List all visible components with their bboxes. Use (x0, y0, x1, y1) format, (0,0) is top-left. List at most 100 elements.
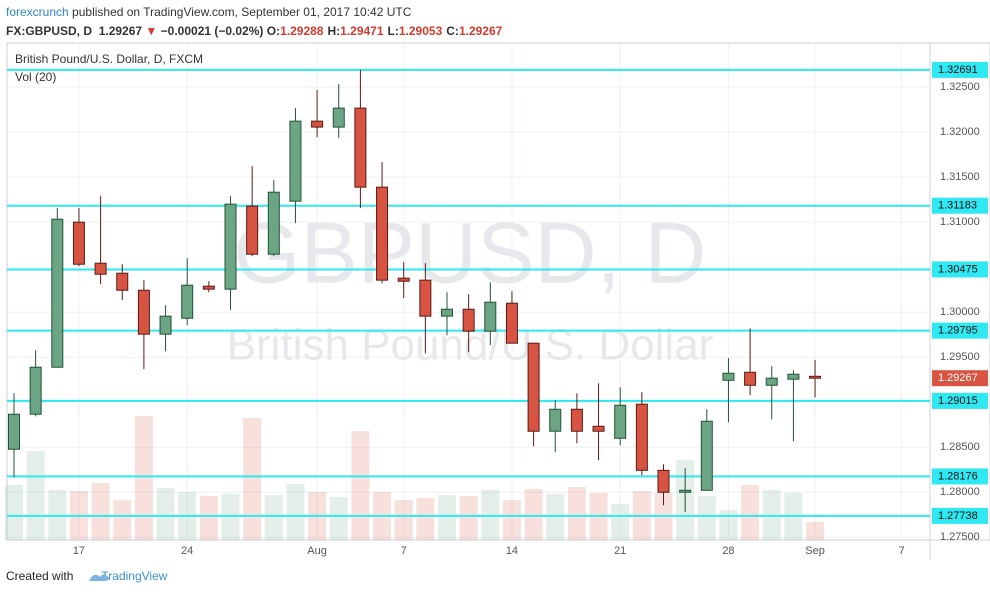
legend-title: British Pound/U.S. Dollar, D, FXCM (15, 52, 203, 66)
level-tag (932, 392, 988, 409)
volume-bar (5, 485, 23, 540)
ohlc: O:1.29288 H:1.29471 L:1.29053 C:1.29267 (267, 24, 507, 38)
candle-body (224, 203, 237, 290)
candle-body (744, 371, 757, 386)
x-tick-label: 17 (73, 545, 85, 557)
candle-body (137, 289, 150, 335)
axes: 1.275001.280001.285001.290001.295001.300… (73, 61, 988, 557)
x-tick-label: Aug (307, 545, 327, 557)
candle-body (289, 120, 302, 202)
candle-body (527, 342, 540, 432)
volume-bar (134, 416, 153, 540)
volume-bar (91, 483, 110, 540)
x-tick-label: 28 (722, 545, 734, 557)
ohlc-label: C: (446, 24, 459, 38)
candle-body (181, 284, 194, 319)
ohlc-label: L: (387, 24, 399, 38)
header-line: forexcrunch published on TradingView.com… (6, 3, 506, 22)
level-label: 1.27738 (938, 510, 978, 522)
candle-body (332, 107, 345, 128)
volume-bar (697, 496, 716, 540)
level-tag (932, 261, 988, 278)
volume-bar (546, 494, 565, 540)
volume-bar (416, 498, 435, 540)
candle-body (419, 279, 432, 317)
last-price-tag (932, 370, 988, 387)
level-label: 1.29795 (938, 325, 978, 337)
candle-body (94, 262, 107, 275)
volume-bar (351, 431, 370, 540)
candles (8, 69, 822, 513)
grid (7, 43, 930, 540)
candle-body (267, 191, 280, 255)
published: published on TradingView.com, September … (72, 5, 412, 19)
candle-body (700, 420, 713, 491)
x-tick-label: 24 (181, 545, 193, 557)
y-tick-label: 1.31500 (940, 171, 980, 183)
candle-body (8, 413, 20, 450)
x-tick-label: 14 (506, 545, 518, 557)
level-tag (932, 322, 988, 339)
level-label: 1.29015 (938, 395, 978, 407)
candle-body (592, 425, 605, 432)
watermark: GBPUSD, D (233, 206, 706, 302)
candle-body (484, 301, 497, 332)
symbol: FX:GBPUSD, D (6, 24, 93, 38)
volume-bar (524, 489, 543, 540)
y-tick-label: 1.29500 (940, 351, 980, 363)
logo-shape (89, 574, 110, 581)
candle-body (246, 205, 259, 255)
volume-bar (199, 496, 218, 540)
candle-body (354, 107, 367, 188)
levels (7, 68, 930, 517)
candle-body (72, 221, 85, 265)
candle-body (679, 489, 692, 493)
volume-label: Vol (20) (15, 70, 56, 84)
level-tag (932, 468, 988, 485)
level-label: 1.28176 (938, 470, 978, 482)
brand[interactable]: TradingView (101, 569, 168, 583)
candle-body (159, 315, 172, 335)
candle-body (722, 372, 735, 381)
x-tick-label: 7 (401, 545, 407, 557)
level-label: 1.30475 (938, 263, 978, 275)
ohlc-label: O: (266, 24, 281, 38)
candle-body (462, 308, 475, 332)
ohlc-value: 1.29288 (280, 24, 324, 38)
y-tick-label: 1.32500 (940, 81, 980, 93)
y-tick-label: 1.32000 (940, 126, 980, 138)
volume-bar (719, 510, 738, 540)
last-price-label: 1.29267 (938, 372, 978, 384)
candle-body (29, 366, 42, 415)
ohlc-label: H: (327, 24, 341, 38)
candle-body (635, 403, 648, 471)
level-label: 1.32691 (938, 64, 978, 76)
y-tick-label: 1.28500 (940, 441, 980, 453)
volume-bar (264, 495, 283, 540)
created: Created with (6, 569, 74, 583)
last: 1.29267 (98, 24, 143, 38)
volume-bar (567, 487, 586, 540)
candle-body (116, 272, 129, 291)
volume-bar (156, 488, 175, 540)
candle-body (614, 404, 627, 439)
ohlc-value: 1.29267 (458, 24, 503, 38)
volume-bar (611, 504, 630, 540)
candle-body (505, 302, 518, 344)
volume-bar (741, 485, 760, 540)
y-tick-label: 1.27500 (940, 531, 980, 543)
volume-bar (502, 500, 521, 540)
change: −0.00021 (−0.02%) (160, 24, 264, 38)
candle-body (51, 218, 64, 368)
candle-body (765, 377, 778, 386)
candle-body (441, 308, 453, 317)
volume-bar (806, 522, 825, 540)
candle-body (202, 285, 215, 290)
candle-body (787, 373, 800, 380)
volume-bar (438, 495, 456, 540)
author[interactable]: forexcrunch (6, 5, 69, 19)
volume-bar (243, 418, 262, 540)
level-tag (932, 197, 988, 214)
candle-body (809, 375, 822, 379)
